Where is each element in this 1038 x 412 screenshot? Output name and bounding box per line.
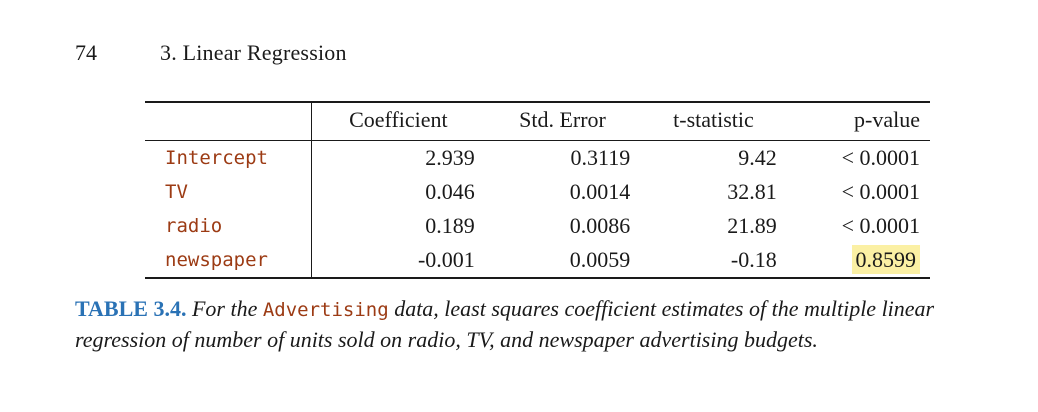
row-label-intercept: Intercept: [145, 140, 312, 175]
table-row: Intercept 2.939 0.3119 9.42 < 0.0001: [145, 140, 930, 175]
cell-std-error: 0.0014: [569, 179, 631, 204]
cell-coefficient: -0.001: [417, 247, 475, 272]
header-p-value: p-value: [854, 107, 920, 132]
table-row: TV 0.046 0.0014 32.81 < 0.0001: [145, 175, 930, 209]
caption-dataset-name: Advertising: [262, 299, 389, 321]
cell-t-statistic: 32.81: [727, 179, 777, 204]
table-caption: TABLE 3.4. For the Advertising data, lea…: [75, 294, 1010, 355]
coefficient-table: Coefficient Std. Error t-statistic p-val…: [145, 101, 930, 279]
cell-t-statistic: 9.42: [738, 145, 777, 170]
cell-coefficient: 0.189: [425, 213, 475, 238]
cell-p-value: < 0.0001: [841, 145, 920, 170]
running-head: 3. Linear Regression: [160, 40, 347, 65]
row-label-radio: radio: [145, 209, 312, 243]
table-row: newspaper -0.001 0.0059 -0.18 0.8599: [145, 243, 930, 278]
cell-p-value: < 0.0001: [841, 179, 920, 204]
cell-p-value: 0.8599: [787, 243, 930, 278]
cell-p-value: < 0.0001: [841, 213, 920, 238]
row-label-newspaper: newspaper: [145, 243, 312, 278]
caption-text-after: data, least squares coefficient estimate…: [75, 296, 935, 352]
header-empty-cell: [145, 102, 312, 141]
header-coefficient: Coefficient: [349, 107, 448, 132]
header-std-error: Std. Error: [519, 107, 606, 132]
row-label-tv: TV: [145, 175, 312, 209]
cell-t-statistic: 21.89: [727, 213, 777, 238]
cell-std-error: 0.0086: [569, 213, 631, 238]
cell-coefficient: 2.939: [425, 145, 475, 170]
highlighted-p-value: 0.8599: [851, 245, 920, 274]
page-number: 74: [75, 40, 97, 65]
caption-label: TABLE 3.4.: [75, 296, 187, 321]
table-row: radio 0.189 0.0086 21.89 < 0.0001: [145, 209, 930, 243]
cell-std-error: 0.0059: [569, 247, 631, 272]
cell-std-error: 0.3119: [570, 145, 631, 170]
table-header-row: Coefficient Std. Error t-statistic p-val…: [145, 102, 930, 141]
cell-coefficient: 0.046: [425, 179, 475, 204]
caption-text-before: For the: [191, 296, 258, 321]
regression-table: Coefficient Std. Error t-statistic p-val…: [145, 101, 930, 279]
cell-t-statistic: -0.18: [730, 247, 777, 272]
header-t-statistic: t-statistic: [673, 107, 754, 132]
